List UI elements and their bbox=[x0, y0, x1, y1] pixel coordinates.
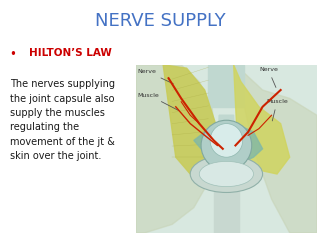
Text: •: • bbox=[10, 48, 16, 61]
Text: HILTON’S LAW: HILTON’S LAW bbox=[29, 48, 112, 58]
Ellipse shape bbox=[199, 162, 253, 187]
Ellipse shape bbox=[190, 156, 262, 192]
Text: Muscle: Muscle bbox=[138, 93, 179, 111]
FancyBboxPatch shape bbox=[136, 65, 317, 233]
Polygon shape bbox=[236, 65, 317, 233]
Text: The nerves supplying
the joint capsule also
supply the muscles
regulating the
mo: The nerves supplying the joint capsule a… bbox=[10, 79, 115, 161]
Ellipse shape bbox=[201, 120, 252, 171]
Polygon shape bbox=[194, 124, 262, 169]
Polygon shape bbox=[214, 191, 239, 233]
Text: Muscle: Muscle bbox=[266, 99, 288, 121]
Polygon shape bbox=[234, 65, 290, 174]
Polygon shape bbox=[217, 115, 236, 169]
Text: NERVE SUPPLY: NERVE SUPPLY bbox=[95, 12, 225, 30]
Polygon shape bbox=[208, 65, 244, 107]
Text: Nerve: Nerve bbox=[259, 67, 278, 87]
Polygon shape bbox=[136, 65, 217, 233]
Ellipse shape bbox=[210, 124, 243, 157]
Text: Nerve: Nerve bbox=[138, 69, 173, 84]
Polygon shape bbox=[163, 65, 219, 182]
